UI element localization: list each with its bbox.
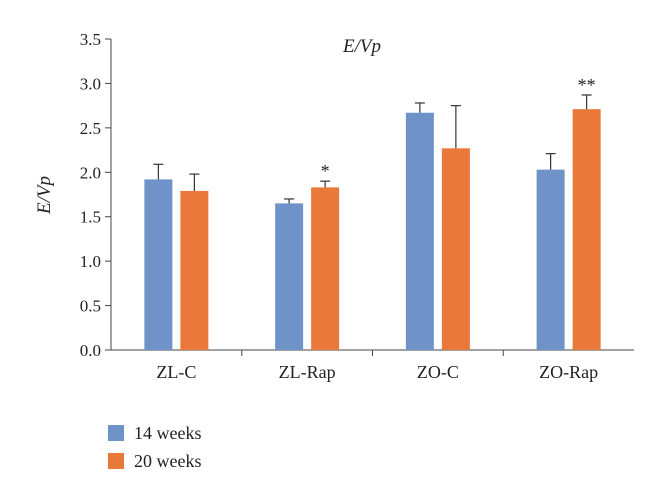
y-axis-label: E/Vp	[34, 176, 55, 215]
plot-area: 0.0 0.5 1.0 1.5 2.0 2.5 3.0 3.5 ZL-C ZL-Rap * ZO-C Z…	[80, 30, 601, 382]
legend-label-14-weeks: 14 weeks	[134, 422, 202, 443]
legend-item-14-weeks: 14 weeks	[108, 420, 201, 446]
bar-20-weeks	[180, 190, 209, 350]
legend-label-20-weeks: 20 weeks	[134, 450, 202, 471]
legend-swatch-14-weeks	[108, 425, 124, 441]
bar-20-weeks	[311, 187, 340, 350]
bar-14-weeks	[536, 169, 565, 350]
x-tick-label: ZL-C	[156, 362, 196, 382]
chart-title: E/Vp	[342, 36, 381, 57]
significance-marker: **	[578, 75, 596, 95]
y-tick-label: 0.5	[80, 297, 101, 316]
legend-item-20-weeks: 20 weeks	[108, 448, 201, 474]
bar-20-weeks	[572, 109, 601, 350]
y-tick-label: 1.5	[80, 208, 101, 227]
x-tick-label: ZL-Rap	[279, 362, 336, 382]
x-tick-label: ZO-Rap	[539, 362, 598, 382]
bar-14-weeks	[405, 112, 434, 350]
y-tick-label: 2.5	[80, 119, 101, 138]
legend: 14 weeks 20 weeks	[108, 420, 201, 476]
y-tick-label: 1.0	[80, 252, 101, 271]
y-tick-label: 2.0	[80, 163, 101, 182]
legend-swatch-20-weeks	[108, 453, 124, 469]
significance-marker: *	[321, 161, 330, 181]
y-tick-label: 3.0	[80, 74, 101, 93]
bar-14-weeks	[144, 179, 173, 350]
bar-20-weeks	[441, 148, 470, 350]
y-tick-label: 0.0	[80, 341, 101, 360]
bar-14-weeks	[275, 203, 304, 350]
x-tick-label: ZO-C	[417, 362, 459, 382]
y-tick-label: 3.5	[80, 30, 101, 49]
